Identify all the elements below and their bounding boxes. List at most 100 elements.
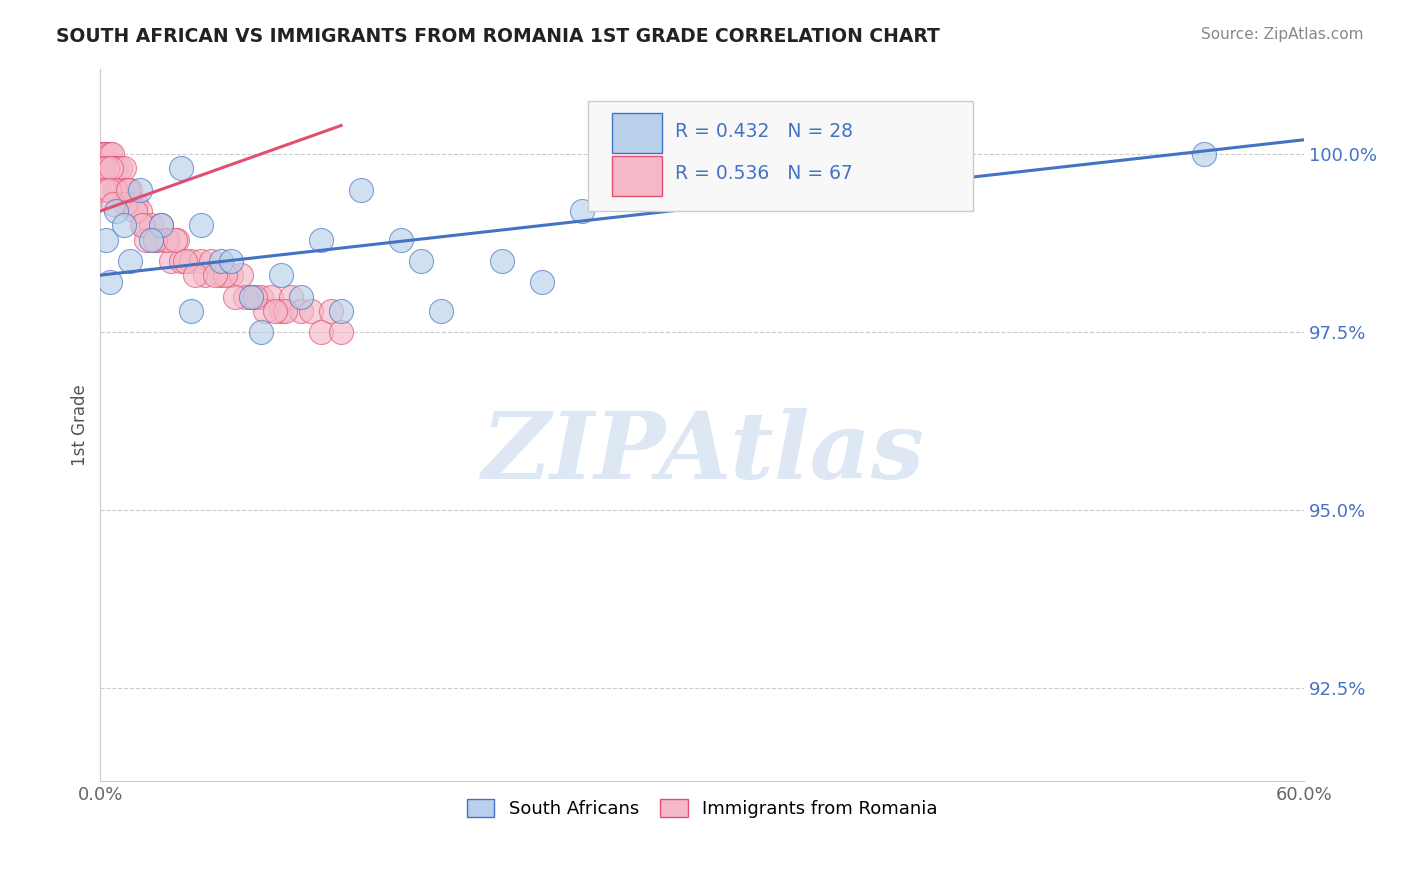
Point [290, 289, 312, 303]
Point [93, 147, 115, 161]
Point [169, 161, 191, 176]
Point [96, 161, 118, 176]
Point [1192, 147, 1215, 161]
Text: R = 0.536   N = 67: R = 0.536 N = 67 [675, 164, 852, 184]
Point [107, 183, 129, 197]
Point [120, 253, 142, 268]
Point [571, 204, 593, 219]
Point [350, 183, 373, 197]
Point [190, 219, 212, 233]
Point [96, 147, 118, 161]
Point [209, 253, 232, 268]
Point [219, 253, 242, 268]
Point [219, 268, 242, 282]
Point [101, 147, 124, 161]
Point [229, 268, 252, 282]
Point [100, 161, 122, 176]
Point [121, 197, 143, 211]
Point [145, 233, 167, 247]
FancyBboxPatch shape [612, 156, 662, 196]
Point [173, 253, 195, 268]
Point [105, 204, 128, 219]
Point [430, 303, 453, 318]
Point [180, 253, 202, 268]
Point [239, 289, 262, 303]
Legend: South Africans, Immigrants from Romania: South Africans, Immigrants from Romania [460, 792, 945, 825]
Point [319, 303, 342, 318]
Point [183, 268, 205, 282]
Point [530, 275, 553, 289]
Text: ZIPAtlas: ZIPAtlas [481, 409, 924, 499]
Point [180, 303, 202, 318]
Point [389, 233, 412, 247]
Text: Source: ZipAtlas.com: Source: ZipAtlas.com [1201, 27, 1364, 42]
Point [100, 147, 122, 161]
Point [155, 233, 177, 247]
Point [114, 197, 136, 211]
Point [112, 161, 135, 176]
Point [139, 233, 162, 247]
Point [93, 161, 115, 176]
Point [149, 219, 172, 233]
Point [103, 197, 125, 211]
Point [166, 233, 188, 247]
Point [224, 289, 246, 303]
Point [111, 183, 134, 197]
Point [105, 161, 128, 176]
Point [117, 183, 139, 197]
Point [98, 183, 121, 197]
Point [159, 253, 181, 268]
Point [143, 233, 166, 247]
Point [125, 197, 148, 211]
Point [233, 289, 256, 303]
Point [97, 161, 120, 176]
Point [280, 289, 302, 303]
Point [651, 161, 673, 176]
Y-axis label: 1st Grade: 1st Grade [72, 384, 89, 466]
Point [309, 325, 332, 339]
Point [169, 253, 191, 268]
Point [110, 161, 132, 176]
Point [274, 303, 297, 318]
Point [124, 204, 146, 219]
Point [209, 268, 232, 282]
Point [163, 233, 186, 247]
Point [115, 183, 138, 197]
Point [299, 303, 322, 318]
Point [239, 289, 262, 303]
Point [120, 183, 142, 197]
Text: R = 0.432   N = 28: R = 0.432 N = 28 [675, 121, 852, 141]
Point [129, 204, 152, 219]
Point [139, 219, 162, 233]
Point [330, 325, 353, 339]
FancyBboxPatch shape [588, 101, 973, 211]
Point [103, 161, 125, 176]
Point [190, 253, 212, 268]
Point [194, 268, 217, 282]
Point [270, 268, 292, 282]
Point [153, 233, 176, 247]
Point [253, 303, 276, 318]
FancyBboxPatch shape [612, 113, 662, 153]
Point [91, 147, 114, 161]
Point [309, 233, 332, 247]
Point [96, 233, 118, 247]
Point [260, 289, 283, 303]
Point [264, 303, 287, 318]
Point [243, 289, 266, 303]
Point [491, 253, 513, 268]
Point [250, 325, 273, 339]
Point [290, 303, 312, 318]
Point [411, 253, 433, 268]
Point [112, 219, 135, 233]
Point [204, 268, 226, 282]
Point [149, 219, 172, 233]
Point [330, 303, 353, 318]
Point [200, 253, 222, 268]
Point [134, 219, 156, 233]
Point [129, 183, 152, 197]
Point [214, 268, 236, 282]
Point [135, 233, 157, 247]
Point [270, 303, 292, 318]
Text: SOUTH AFRICAN VS IMMIGRANTS FROM ROMANIA 1ST GRADE CORRELATION CHART: SOUTH AFRICAN VS IMMIGRANTS FROM ROMANIA… [56, 27, 941, 45]
